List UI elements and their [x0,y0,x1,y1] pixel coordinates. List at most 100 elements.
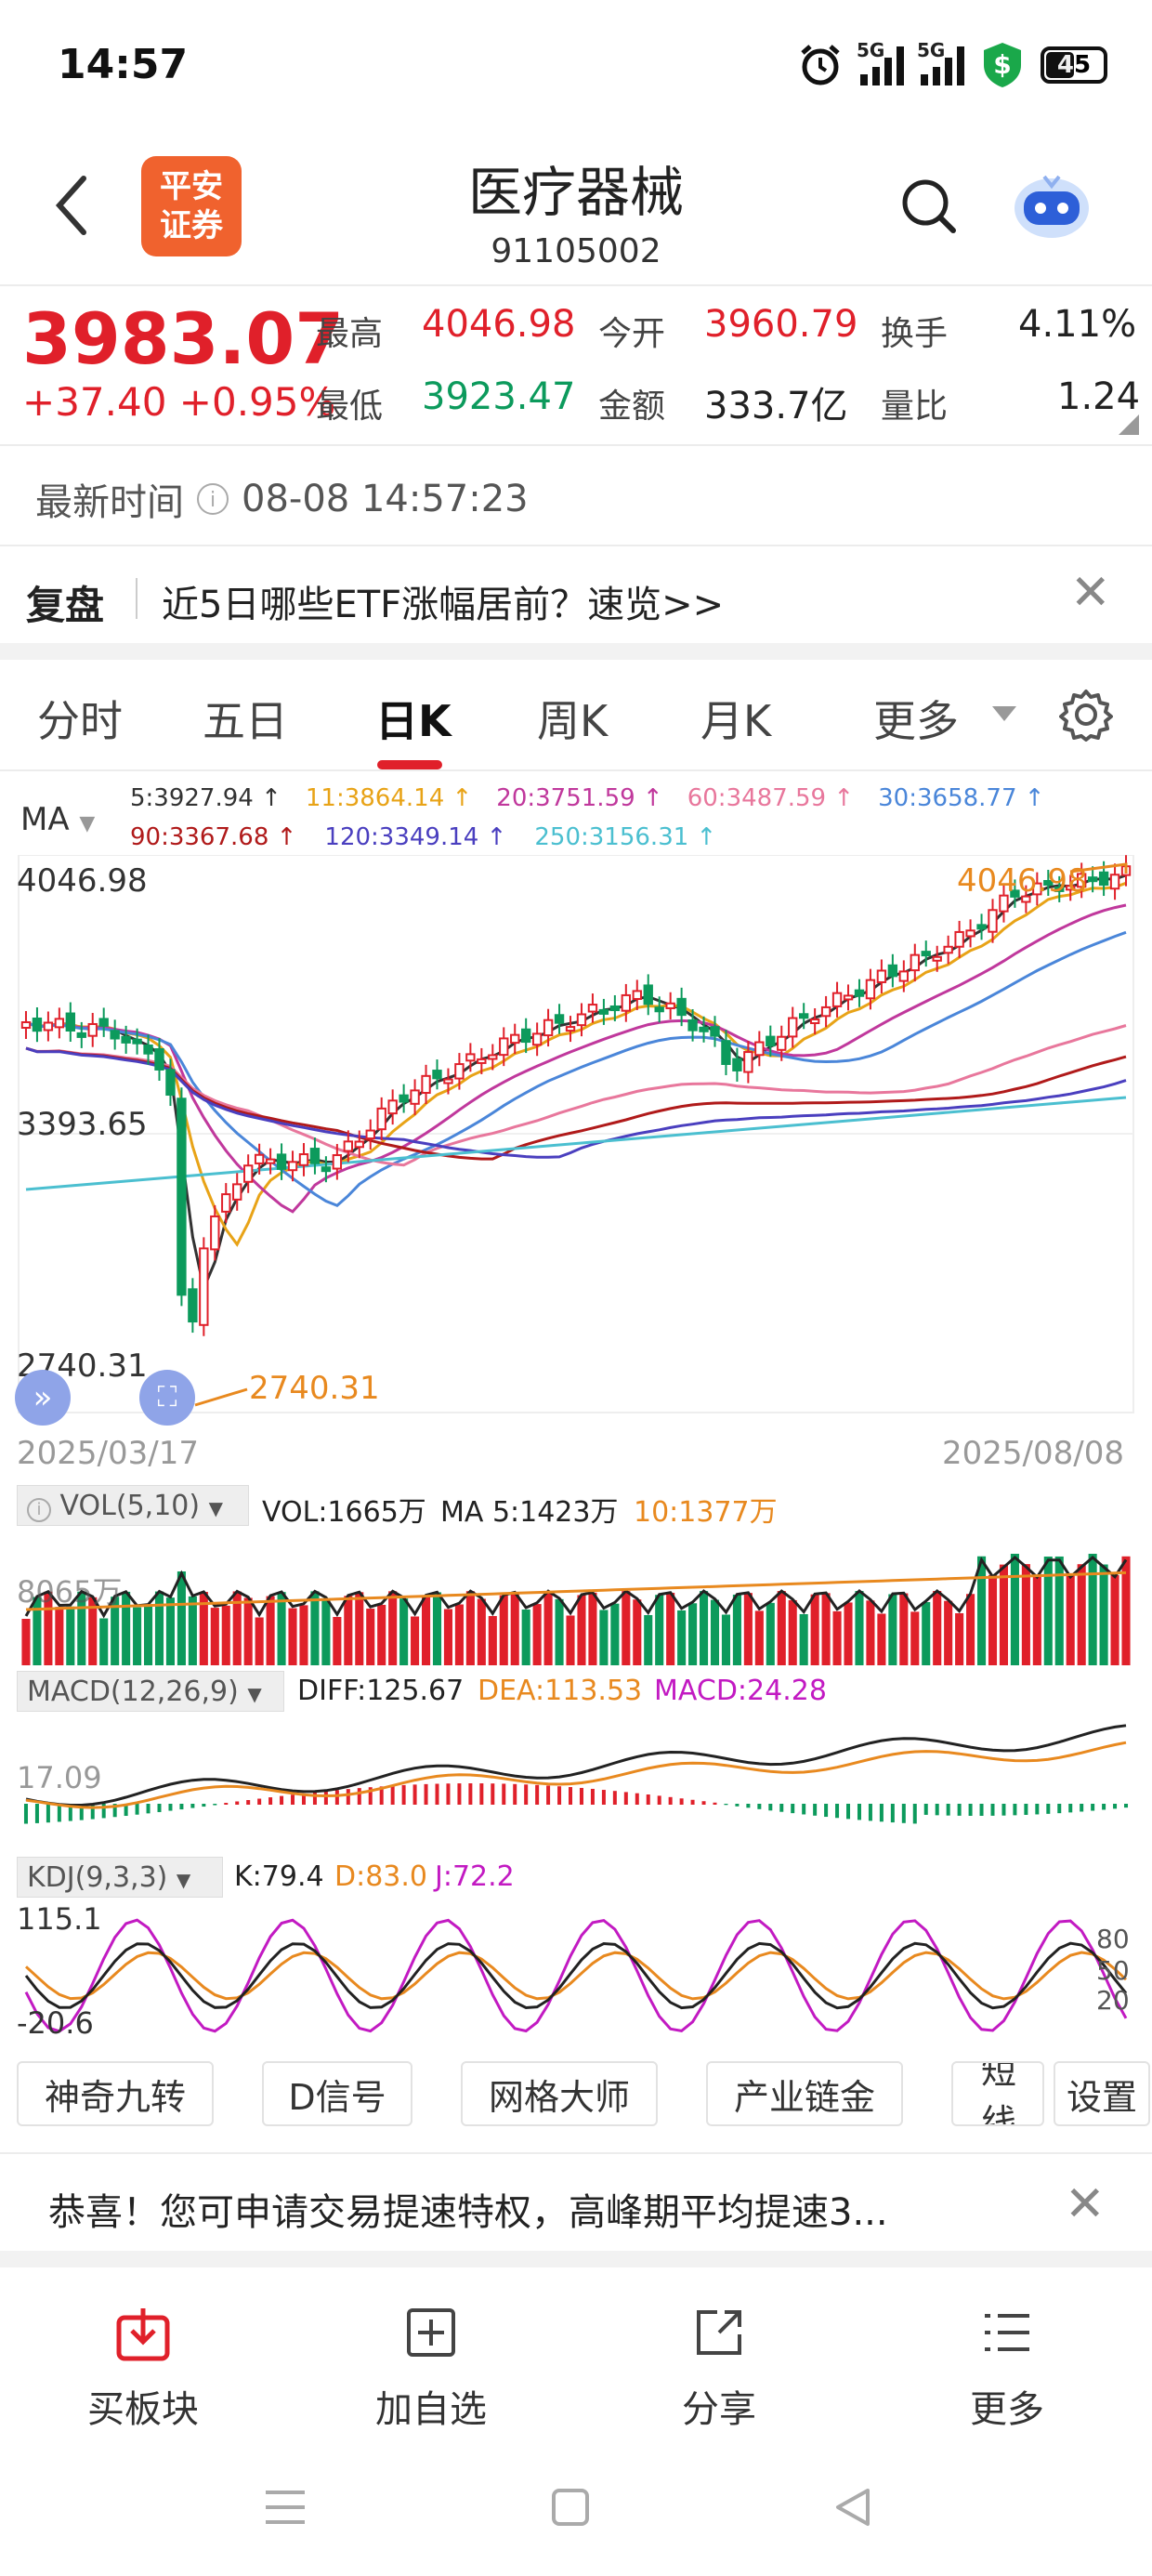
volume-chart[interactable] [0,1528,1152,1667]
chip-magic-nine[interactable]: 神奇九转 [17,2061,214,2126]
candle-body [143,1045,153,1055]
macd-bar [1124,1804,1129,1808]
volume-bar [1010,1554,1019,1665]
ai-robot-icon[interactable] [1009,167,1094,242]
candle-body [309,1148,321,1164]
fullscreen-icon[interactable]: ⛶ [139,1370,195,1426]
expand-corner-icon[interactable] [1119,414,1139,435]
promo-text[interactable]: 恭喜！您可申请交易提速特权，高峰期平均提速3... [48,2191,888,2234]
kdj-chart[interactable] [0,1901,1152,2050]
volratio-value: 1.24 [1057,375,1141,418]
candle-body [520,1028,531,1044]
kdj-selector[interactable]: KDJ(9,3,3) ▼ [17,1857,223,1898]
divider [0,2152,1152,2154]
macd-bar [612,1791,617,1805]
chip-grid-master[interactable]: 网格大师 [461,2061,658,2126]
candle-body [543,1019,554,1037]
ma-selector[interactable]: MA ▼ [20,801,96,838]
vol-selector[interactable]: i VOL(5,10) ▼ [17,1485,249,1526]
gear-icon[interactable] [1059,688,1113,742]
chip-industry-chain[interactable]: 产业链金 [706,2061,903,2126]
ma-legend-item: 11:3864.14 ↑ [305,784,473,812]
macd-selector[interactable]: MACD(12,26,9) ▼ [17,1671,284,1712]
svg-text:$: $ [993,49,1011,80]
candle-body [1066,885,1076,891]
macd-bar [623,1792,628,1805]
volume-bar [99,1618,109,1665]
macd-bar [690,1799,695,1805]
update-time: 最新时间 i 08-08 14:57:23 [35,478,529,524]
tab-monthly-k[interactable]: 月K [700,696,772,746]
back-icon[interactable] [48,173,95,238]
chip-short-term[interactable]: 短线 [951,2061,1044,2126]
candle-body [165,1069,176,1097]
volume-bar [388,1591,398,1665]
tab-intraday[interactable]: 分时 [37,696,123,746]
system-menu-icon[interactable] [262,2487,308,2528]
macd-bar [879,1804,884,1822]
macd-bar [679,1798,684,1805]
macd-bar [112,1804,117,1818]
volume-bar [788,1599,797,1665]
candle-body [76,1032,86,1038]
macd-bar [190,1804,195,1808]
tab-five-day[interactable]: 五日 [203,696,288,746]
candle-body [221,1193,231,1213]
volume-bar [754,1610,764,1665]
candle-body [177,1097,187,1296]
volume-bar [944,1600,953,1665]
volume-bar [543,1591,553,1665]
macd-bar [323,1791,328,1805]
current-price: 3983.07 [22,297,345,380]
close-icon[interactable]: ✕ [1065,2176,1106,2232]
info-icon[interactable]: i [197,483,229,515]
candle-body [477,1058,487,1064]
macd-bar [491,1783,495,1805]
volume-bar [333,1616,342,1665]
chevron-down-icon[interactable] [990,704,1018,723]
volume-bar [344,1596,353,1665]
system-home-icon[interactable] [550,2487,591,2528]
kline-chart[interactable] [0,855,1152,1505]
review-banner-link[interactable]: 近5日哪些ETF涨幅居前？速览>> [162,584,725,626]
volume-bar [933,1591,942,1665]
nav-share[interactable]: 分享 [626,2305,812,2433]
candle-body [565,1026,576,1032]
tab-weekly-k[interactable]: 周K [537,696,609,746]
volume-bar [888,1594,897,1665]
collapse-toolbar-icon[interactable]: » [15,1370,71,1426]
volume-bar [743,1593,753,1665]
tab-more[interactable]: 更多 [873,696,959,746]
macd-bar [791,1804,795,1814]
network-type: 5G [917,39,946,61]
candle-body [766,1035,776,1047]
volume-bar [555,1598,564,1665]
nav-more[interactable]: 更多 [914,2305,1100,2433]
chip-d-signal[interactable]: D信号 [262,2061,412,2126]
volume-bar [922,1602,931,1665]
macd-bar [412,1784,417,1805]
volume-bar [532,1604,542,1665]
max-marker-line [1069,862,1128,874]
nav-buy-sector[interactable]: 买板块 [50,2305,236,2433]
macd-bar [846,1804,851,1820]
macd-bar [757,1804,762,1809]
nav-add-watchlist[interactable]: 加自选 [338,2305,524,2433]
macd-bar [668,1796,673,1805]
candle-body [98,1018,109,1027]
volume-bar [588,1592,597,1665]
tab-daily-k[interactable]: 日K [375,696,452,746]
search-icon[interactable] [899,177,959,238]
macd-bar [224,1803,229,1805]
chip-settings[interactable]: 设置 [1054,2061,1150,2126]
network-type: 5G [857,39,885,61]
volume-bar [855,1591,864,1665]
candle-body [887,964,898,978]
close-icon[interactable]: ✕ [1070,565,1111,621]
macd-chart[interactable] [0,1715,1152,1855]
kdj-level-50: 50 [1096,1955,1130,1986]
macd-bar [101,1804,106,1819]
macd-dea: DEA:113.53 [478,1675,643,1707]
kdj-axis-bottom: -20.6 [17,2005,94,2041]
system-back-icon[interactable] [832,2487,873,2528]
